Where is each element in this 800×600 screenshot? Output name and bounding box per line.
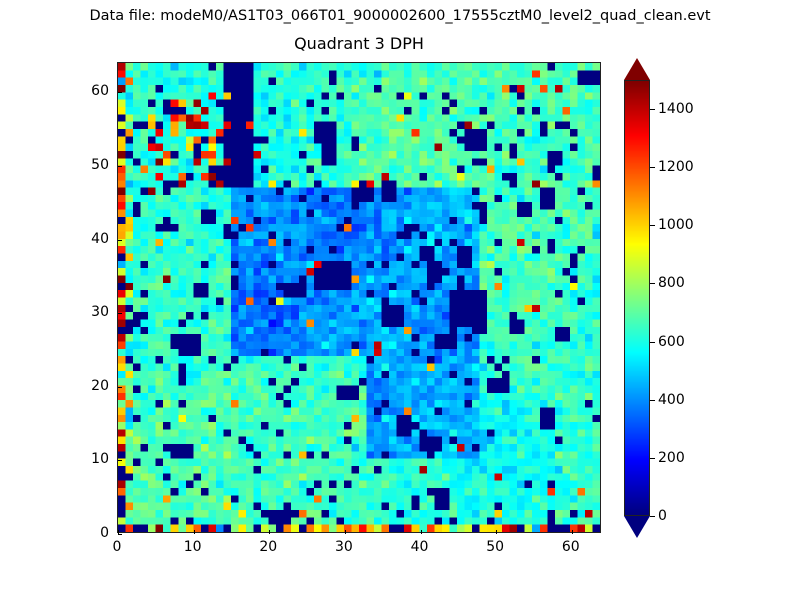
y-tick-mark xyxy=(118,386,122,388)
y-tick-label: 40 xyxy=(91,230,109,247)
colorbar[interactable]: 0 200 400 600 800 1000 1200 1400 xyxy=(624,58,694,538)
colorbar-tick-mark xyxy=(650,399,655,401)
x-tick-mark xyxy=(420,530,422,534)
x-tick-label: 50 xyxy=(486,539,505,555)
colorbar-tick-mark xyxy=(650,341,655,343)
y-tick-label: 50 xyxy=(91,157,109,174)
x-tick-label: 40 xyxy=(410,539,429,555)
x-tick-mark xyxy=(496,530,498,534)
colorbar-over-arrow-icon xyxy=(624,58,650,80)
page-title: Quadrant 3 DPH xyxy=(294,34,424,53)
x-tick-label: 0 xyxy=(112,539,122,555)
colorbar-tick-mark xyxy=(650,283,655,285)
heatmap-image xyxy=(118,63,600,532)
y-tick-label: 0 xyxy=(100,525,109,541)
colorbar-tick-mark xyxy=(650,457,655,459)
y-tick-label: 30 xyxy=(91,304,109,321)
x-tick-mark xyxy=(193,530,195,534)
x-tick-mark xyxy=(118,530,119,534)
y-tick-mark xyxy=(118,313,122,315)
colorbar-tick-label: 200 xyxy=(658,449,685,466)
data-file-label: Data file: modeM0/AS1T03_066T01_90000026… xyxy=(89,8,711,24)
colorbar-tick-label: 1200 xyxy=(658,159,694,176)
x-tick-mark xyxy=(269,530,271,534)
colorbar-gradient xyxy=(625,81,649,515)
colorbar-tick-label: 600 xyxy=(658,333,685,350)
heatmap-axes[interactable] xyxy=(117,62,601,535)
x-tick-mark xyxy=(571,530,573,534)
y-tick-mark xyxy=(118,460,122,462)
y-tick-mark xyxy=(118,92,122,94)
y-tick-label: 20 xyxy=(91,377,109,394)
y-tick-label: 60 xyxy=(91,83,109,100)
colorbar-tick-label: 1400 xyxy=(658,101,694,118)
x-tick-label: 10 xyxy=(183,539,202,555)
colorbar-tick-mark xyxy=(650,516,655,517)
colorbar-tick-mark xyxy=(650,167,655,169)
x-tick-mark xyxy=(344,530,346,534)
y-tick-mark xyxy=(118,534,122,535)
colorbar-under-arrow-icon xyxy=(624,516,650,538)
colorbar-tick-label: 800 xyxy=(658,275,685,292)
y-tick-mark xyxy=(118,239,122,241)
colorbar-tick-mark xyxy=(650,109,655,111)
colorbar-tick-label: 1000 xyxy=(658,217,694,234)
y-tick-label: 10 xyxy=(91,451,109,468)
x-tick-label: 60 xyxy=(561,539,580,555)
colorbar-tick-label: 400 xyxy=(658,391,685,408)
colorbar-tick-mark xyxy=(650,225,655,227)
colorbar-body xyxy=(624,80,650,516)
colorbar-tick-label: 0 xyxy=(658,508,667,524)
y-tick-mark xyxy=(118,166,122,168)
x-tick-label: 20 xyxy=(259,539,278,555)
x-tick-label: 30 xyxy=(334,539,353,555)
